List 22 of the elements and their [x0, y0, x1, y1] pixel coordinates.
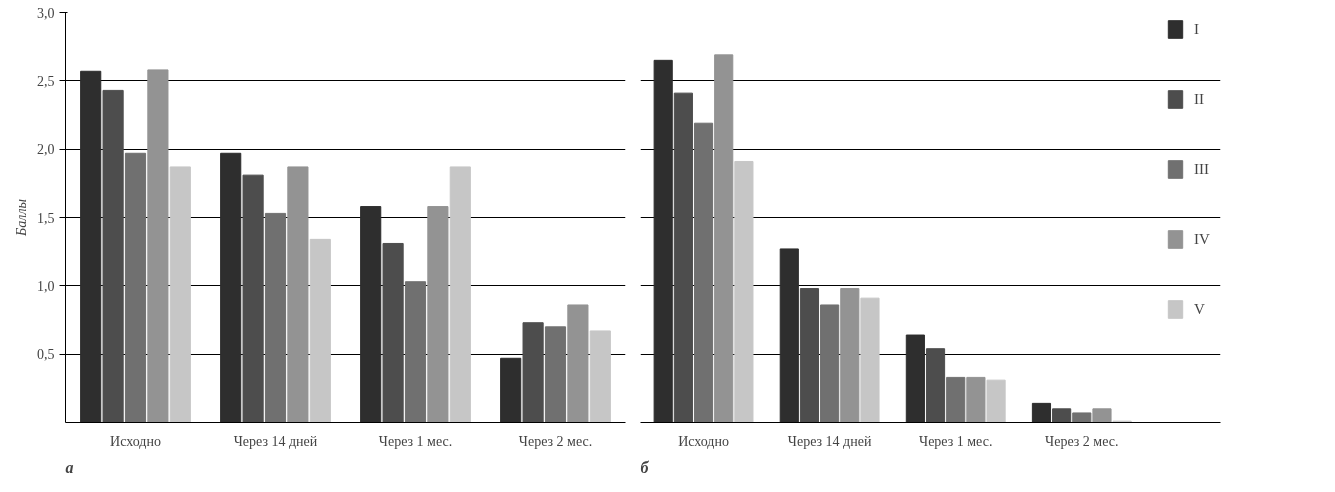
- x-tick-label: Исходно: [678, 433, 729, 449]
- text: а: [65, 458, 74, 476]
- legend-label: IV: [1194, 230, 1211, 248]
- legend-label: V: [1194, 300, 1206, 318]
- legend-label: III: [1194, 160, 1210, 178]
- legend-label: II: [1194, 90, 1205, 108]
- x-tick-label: Через 14 дней: [233, 433, 318, 449]
- legend-label: I: [1194, 20, 1200, 38]
- y-tick-label: 3,0: [37, 5, 55, 21]
- y-tick-label: 1,0: [37, 278, 55, 294]
- x-tick-label: Через 1 мес.: [919, 433, 993, 449]
- y-tick-label: 2,5: [37, 73, 55, 89]
- text: б: [640, 458, 650, 476]
- x-tick-label: Через 14 дней: [787, 433, 872, 449]
- x-tick-label: Через 2 мес.: [1045, 433, 1119, 449]
- x-tick-label: Исходно: [110, 433, 161, 449]
- y-axis-title: Баллы: [14, 199, 29, 237]
- y-tick-label: 2,0: [37, 142, 55, 158]
- y-tick-label: 1,5: [37, 210, 55, 226]
- x-tick-label: Через 1 мес.: [378, 433, 453, 449]
- x-tick-label: Через 2 мес.: [518, 433, 593, 449]
- y-tick-label: 0,5: [37, 347, 55, 363]
